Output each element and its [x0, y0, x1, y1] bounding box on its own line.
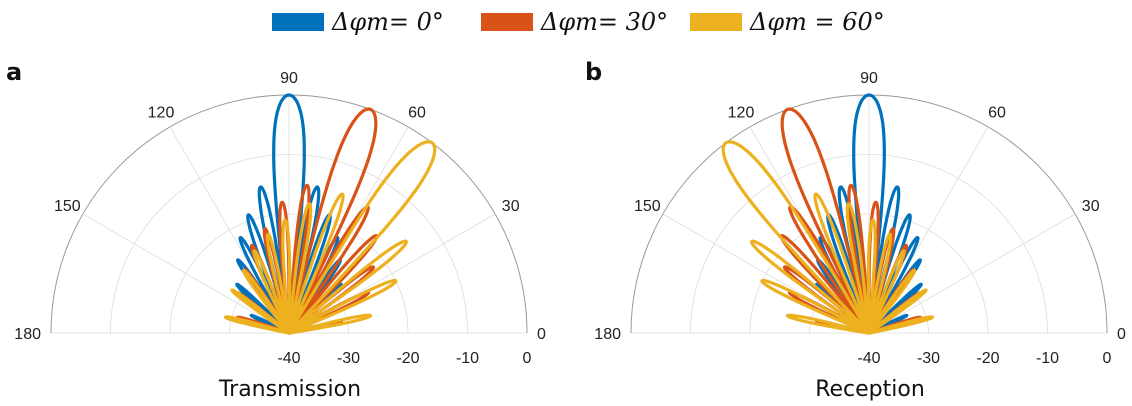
polar-chart-reception: b 0 30 60 90 120 150 180 -40 -30 -20 -10 0 Receptio…: [585, 58, 1126, 402]
polar-chart-transmission: a 0 30 60 90 120 150 180 -40 -30 -20 -10 0 Transmis…: [6, 58, 546, 402]
r-tick-label: 0: [1103, 350, 1112, 367]
legend-label-1: Δφm= 30°: [540, 8, 668, 36]
r-tick-label: -30: [917, 350, 940, 367]
legend: Δφm= 0° Δφm= 30° Δφm = 60°: [272, 8, 885, 36]
theta-tick-label: 0: [537, 326, 546, 343]
legend-label-2: Δφm = 60°: [749, 8, 885, 36]
tick-labels: 0 30 60 90 120 150 180 -40 -30 -20 -10 0: [594, 70, 1126, 367]
theta-tick-label: 120: [728, 104, 755, 121]
theta-tick-label: 90: [280, 70, 298, 87]
legend-swatch-1: [481, 13, 533, 31]
theta-tick-label: 150: [634, 198, 661, 215]
r-tick-label: 0: [523, 350, 532, 367]
r-tick-label: -10: [456, 350, 479, 367]
theta-tick-label: 30: [1082, 198, 1100, 215]
r-tick-label: -20: [976, 350, 999, 367]
legend-entry-1: Δφm= 30°: [481, 8, 668, 36]
x-axis-label: Transmission: [218, 377, 361, 402]
theta-tick-label: 120: [148, 104, 175, 121]
legend-label-0: Δφm= 0°: [331, 8, 444, 36]
theta-tick-label: 60: [988, 104, 1006, 121]
tick-labels: 0 30 60 90 120 150 180 -40 -30 -20 -10 0: [14, 70, 546, 367]
grid-spoke: [82, 213, 290, 334]
legend-entry-2: Δφm = 60°: [690, 8, 885, 36]
r-tick-label: -30: [337, 350, 360, 367]
theta-tick-label: 180: [594, 326, 621, 343]
legend-swatch-2: [690, 13, 742, 31]
series-line-2: [223, 140, 437, 335]
theta-tick-label: 0: [1117, 326, 1126, 343]
theta-tick-label: 90: [860, 70, 878, 87]
legend-entry-0: Δφm= 0°: [272, 8, 444, 36]
panel-label-b: b: [585, 58, 602, 86]
r-tick-label: -40: [277, 350, 300, 367]
theta-tick-label: 180: [14, 326, 41, 343]
panel-label-a: a: [6, 58, 22, 86]
series-layer: [223, 93, 437, 335]
theta-tick-label: 30: [502, 198, 520, 215]
grid-spoke: [868, 213, 1076, 334]
x-axis-label: Reception: [815, 377, 925, 402]
r-tick-label: -20: [396, 350, 419, 367]
theta-tick-label: 150: [54, 198, 81, 215]
r-tick-label: -40: [857, 350, 880, 367]
r-tick-label: -10: [1036, 350, 1059, 367]
legend-swatch-0: [272, 13, 324, 31]
theta-tick-label: 60: [408, 104, 426, 121]
series-line-2: [721, 140, 935, 335]
series-layer: [721, 93, 935, 335]
